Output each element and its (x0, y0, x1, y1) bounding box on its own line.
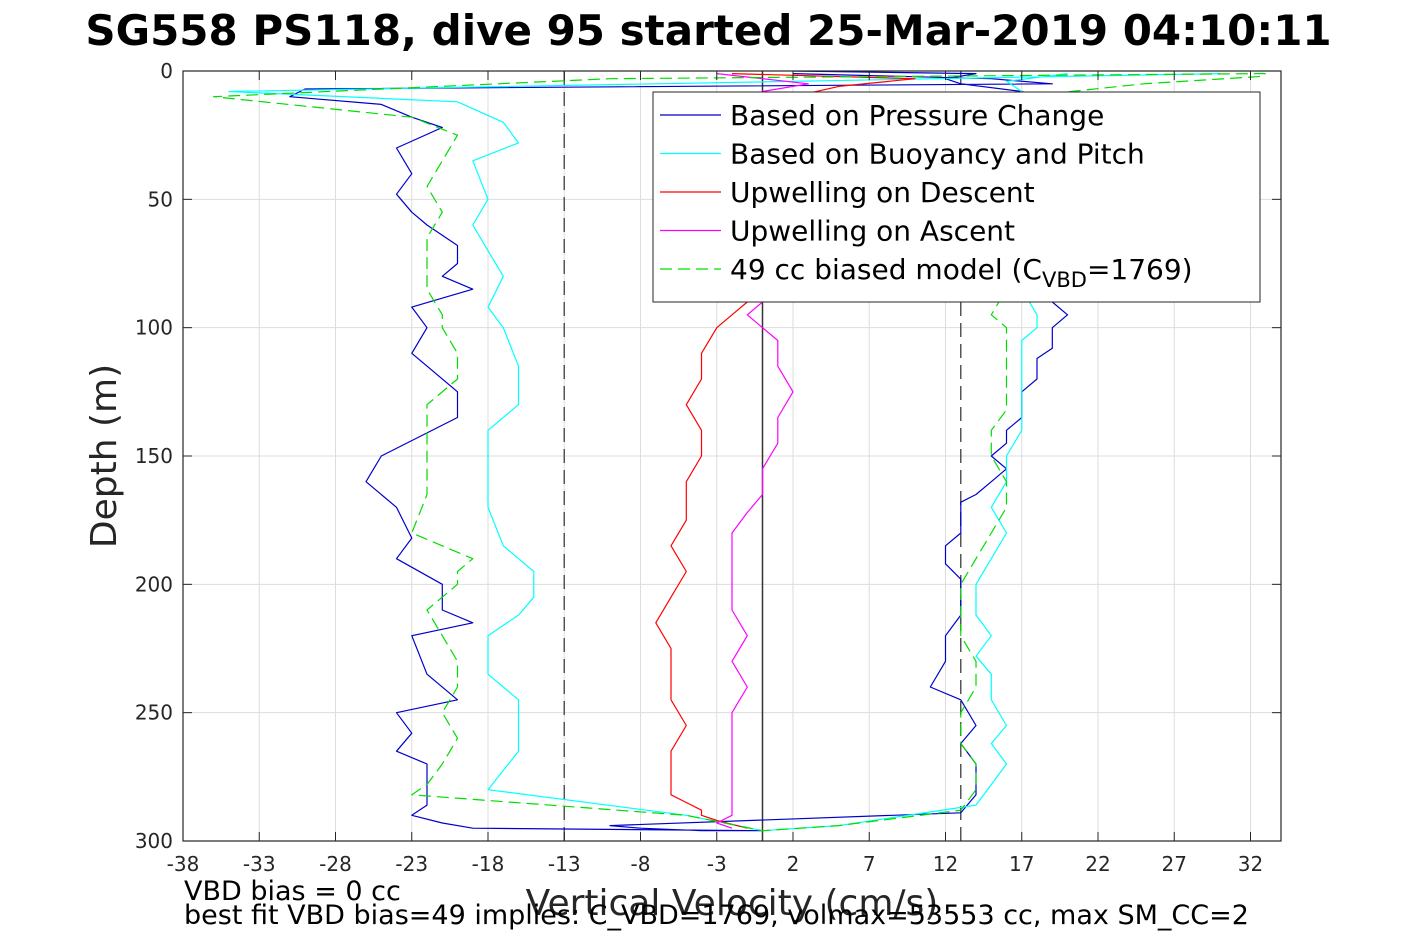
series-line-2 (655, 73, 916, 829)
x-tick-label: -28 (319, 852, 352, 876)
legend-label-main: 49 cc biased model (C (730, 253, 1042, 286)
y-tick-label: 0 (160, 59, 173, 83)
x-tick-label: 17 (1009, 852, 1034, 876)
y-tick-label: 250 (135, 701, 173, 725)
series-line-4 (212, 73, 1266, 832)
x-axis-ticks: -38 -33 -28 -23 -18 -13 -8 -3 2 7 12 17 22 27 32 (167, 71, 1263, 876)
y-tick-label: 100 (135, 316, 173, 340)
x-tick-label: -38 (167, 852, 200, 876)
x-tick-label: 32 (1238, 852, 1263, 876)
x-tick-label: -23 (395, 852, 428, 876)
x-tick-label: 27 (1162, 852, 1187, 876)
x-tick-label: 2 (787, 852, 800, 876)
series-line-1 (228, 73, 1221, 832)
x-tick-label: 7 (863, 852, 876, 876)
legend-label: Based on Buoyancy and Pitch (730, 138, 1145, 171)
x-tick-label: -8 (631, 852, 651, 876)
legend-box (652, 91, 1261, 303)
legend: Based on Pressure Change Based on Buoyanc… (652, 91, 1261, 303)
y-tick-label: 300 (135, 829, 173, 853)
legend-label: Based on Pressure Change (730, 99, 1104, 132)
data-series (212, 71, 1266, 832)
legend-label: Upwelling on Descent (730, 176, 1035, 209)
x-axis-label: Vertical Velocity (cm/s) (526, 883, 939, 924)
y-axis-label: Depth (m) (84, 364, 125, 548)
x-tick-label: -13 (548, 852, 581, 876)
legend-label: Upwelling on Ascent (730, 215, 1015, 248)
y-tick-label: 200 (135, 572, 173, 596)
y-axis-ticks: 0 50 100 150 200 250 300 (135, 59, 1281, 853)
legend-label: 49 cc biased model (CVBD=1769) (730, 253, 1193, 292)
vbd-bias-note: VBD bias = 0 cc (184, 876, 401, 907)
y-tick-label: 150 (135, 444, 173, 468)
x-tick-label: -18 (472, 852, 505, 876)
series-line-3 (716, 73, 809, 829)
x-tick-label: 22 (1085, 852, 1110, 876)
chart-title: SG558 PS118, dive 95 started 25-Mar-2019… (85, 6, 1332, 55)
x-tick-label: 12 (933, 852, 958, 876)
best-fit-note: best fit VBD bias=49 implies: C_VBD=1769… (184, 900, 1249, 931)
legend-label-subscript: VBD (1042, 268, 1087, 292)
x-tick-label: -3 (707, 852, 727, 876)
x-tick-label: -33 (243, 852, 276, 876)
y-tick-label: 50 (148, 187, 173, 211)
legend-label-end: =1769) (1087, 253, 1193, 286)
